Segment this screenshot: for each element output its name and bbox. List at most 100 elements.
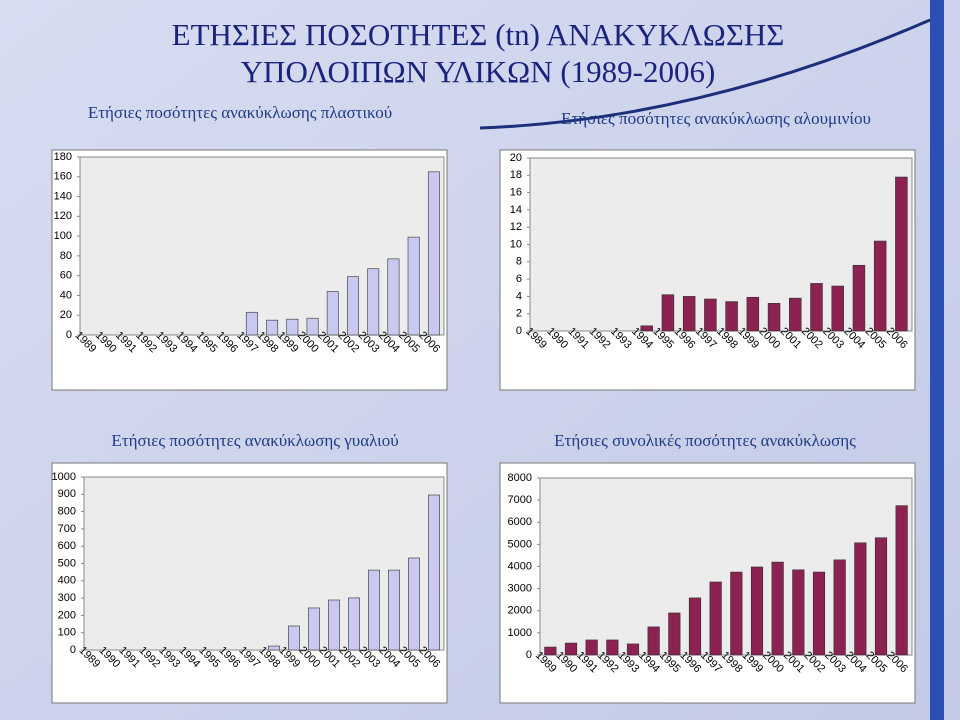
y-tick-label: 4000 [508,560,532,572]
bar [661,294,675,332]
y-tick-label: 500 [58,557,76,569]
bar [767,303,781,332]
bar [640,325,653,332]
y-tick-label: 60 [60,270,72,282]
chart-title: Ετήσιες ποσότητες ανακύκλωσης αλουμινίου [561,109,871,128]
bar [626,643,640,656]
bar [266,319,279,336]
y-tick-label: 0 [66,329,72,341]
bar [268,645,280,651]
bar [647,626,660,656]
bar [347,276,359,336]
bar [746,296,760,332]
bar [367,268,380,336]
bar [368,569,380,651]
slide-title: ΕΤΗΣΙΕΣ ΠΟΣΟΤΗΤΕΣ (tn) ΑΝΑΚΥΚΛΩΣΗΣ [172,17,785,52]
y-tick-label: 4 [516,290,522,302]
y-tick-label: 300 [58,592,76,604]
decor-swoosh [479,18,931,130]
y-tick-label: 16 [510,187,522,199]
bar [854,542,867,656]
bar [895,505,908,656]
bar [771,561,784,656]
plot-area [539,477,913,656]
slide-title: ΥΠΟΛΟΙΠΩΝ ΥΛΙΚΩΝ (1989-2006) [241,54,716,89]
bar [428,494,440,651]
y-tick-label: 8 [516,256,522,268]
y-tick-label: 6 [516,273,522,285]
bar [789,297,802,332]
bar [792,569,805,656]
y-tick-label: 14 [510,204,522,216]
y-tick-label: 100 [58,627,76,639]
bar [564,642,578,656]
y-tick-label: 18 [510,169,522,181]
y-tick-label: 3000 [508,583,532,595]
y-tick-label: 20 [510,152,522,164]
y-tick-label: 1000 [52,471,76,483]
y-tick-label: 120 [54,210,72,222]
y-tick-label: 5000 [508,538,532,550]
y-tick-label: 1000 [508,627,532,639]
y-tick-label: 10 [510,238,522,250]
y-tick-label: 700 [58,523,76,535]
y-tick-label: 20 [60,309,72,321]
bar [682,296,696,332]
bar [709,581,722,656]
bar [704,298,717,332]
y-tick-label: 140 [54,190,72,202]
y-tick-label: 100 [54,230,72,242]
bar [873,240,887,332]
plot-area [529,157,913,332]
y-tick-label: 0 [516,325,522,337]
y-tick-label: 7000 [508,494,532,506]
y-tick-label: 0 [526,649,532,661]
side-band [930,0,944,720]
y-tick-label: 0 [70,644,76,656]
bar [668,612,681,656]
bar [407,236,420,336]
bar [810,283,823,332]
bar [245,311,258,336]
bar [812,571,826,656]
bar [544,646,557,656]
y-tick-label: 200 [58,609,76,621]
y-tick-label: 8000 [508,472,532,484]
bar [730,571,743,656]
bar [874,537,888,656]
bar [408,557,420,651]
bar [895,176,908,332]
y-tick-label: 800 [58,506,76,518]
bar [328,599,340,651]
y-tick-label: 900 [58,488,76,500]
bar [750,566,764,656]
y-tick-label: 180 [54,151,72,163]
bar [306,317,319,336]
y-tick-label: 2000 [508,605,532,617]
bar [286,318,299,336]
y-tick-label: 12 [510,221,522,233]
bar [388,569,400,651]
chart-title: Ετήσιες συνολικές ποσότητες ανακύκλωσης [554,431,856,450]
bar [326,291,339,336]
bar [427,171,440,336]
plot-area [83,476,445,651]
bar [725,301,738,332]
bar [688,597,702,656]
bar [348,597,360,651]
y-tick-label: 6000 [508,516,532,528]
chart-title: Ετήσιες ποσότητες ανακύκλωσης γυαλιού [111,431,398,450]
bar [288,625,300,651]
bar [831,285,844,332]
bar [606,639,619,656]
plot-area [79,156,445,336]
y-tick-label: 160 [54,171,72,183]
bar [585,639,598,656]
y-tick-label: 40 [60,289,72,301]
bar [833,559,846,656]
y-tick-label: 80 [60,250,72,262]
bar [308,607,320,651]
y-tick-label: 600 [58,540,76,552]
bar [852,264,866,332]
